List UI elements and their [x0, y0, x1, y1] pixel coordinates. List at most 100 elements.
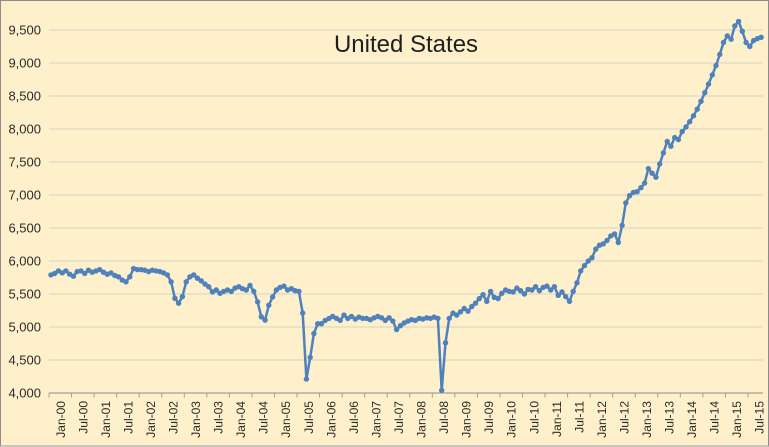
y-tick-label: 8,000 [8, 122, 41, 137]
x-tick-label: Jan-03 [189, 401, 203, 438]
data-point [164, 272, 171, 278]
data-point [683, 124, 689, 130]
y-tick-label: 5,500 [8, 287, 41, 302]
y-tick-label: 6,000 [8, 254, 41, 269]
data-point [536, 288, 543, 294]
data-point [63, 268, 69, 274]
data-point [397, 323, 404, 329]
y-tick-label: 4,000 [8, 386, 41, 401]
data-point [675, 136, 682, 143]
data-point [600, 241, 606, 247]
data-point [702, 90, 708, 96]
data-point [559, 289, 565, 295]
data-point [254, 299, 261, 305]
data-point [172, 295, 178, 301]
data-point [134, 266, 140, 273]
data-point [641, 180, 648, 186]
data-point [732, 23, 738, 29]
data-point [544, 283, 550, 289]
data-point [258, 314, 264, 320]
x-tick-label: Jul-09 [482, 401, 496, 434]
x-tick-label: Jul-01 [121, 401, 135, 434]
x-axis-ticks [48, 393, 749, 398]
data-point [303, 376, 310, 382]
x-tick-label: Jul-10 [527, 401, 541, 434]
y-tick-label: 9,000 [8, 56, 41, 71]
y-tick-label: 6,500 [8, 221, 41, 236]
data-point [593, 246, 599, 252]
x-tick-label: Jul-12 [617, 401, 631, 434]
data-point [698, 98, 704, 105]
x-tick-label: Jul-05 [302, 401, 316, 434]
data-point [269, 294, 276, 300]
data-point [457, 309, 464, 315]
data-point [262, 317, 268, 323]
x-tick-label: Jan-02 [144, 401, 158, 438]
data-point [709, 72, 715, 78]
data-point [487, 288, 494, 295]
data-point [664, 138, 670, 145]
x-tick-label: Jul-06 [347, 401, 361, 434]
data-point [529, 287, 535, 293]
x-tick-label: Jul-11 [572, 401, 586, 433]
data-point [566, 298, 573, 304]
data-point [717, 51, 723, 58]
data-point [604, 237, 610, 244]
x-tick-label: Jul-15 [753, 401, 767, 434]
x-tick-label: Jan-09 [460, 401, 474, 438]
x-tick-label: Jan-10 [505, 401, 519, 438]
data-point [645, 165, 652, 172]
data-point [296, 288, 302, 295]
data-point [108, 270, 114, 276]
data-point [735, 18, 742, 25]
data-point [341, 312, 347, 318]
x-tick-label: Jul-14 [708, 401, 722, 434]
data-point [281, 283, 287, 289]
x-tick-label: Jul-04 [257, 401, 271, 434]
data-point [589, 255, 595, 261]
data-point [521, 291, 528, 297]
data-point [454, 312, 460, 318]
x-tick-label: Jul-03 [212, 401, 226, 434]
data-point [694, 106, 700, 112]
x-tick-label: Jul-00 [76, 401, 90, 434]
x-tick-label: Jul-07 [392, 401, 406, 434]
y-tick-label: 8,500 [8, 89, 41, 104]
data-point [194, 275, 201, 281]
y-tick-label: 7,000 [8, 188, 41, 203]
data-point [548, 287, 554, 293]
data-point [532, 284, 539, 290]
series-line [49, 20, 763, 392]
data-point [555, 292, 561, 298]
data-point [266, 302, 272, 308]
x-axis-labels: Jan-00 Jul-00 Jan-01 Jul-01 Jan-02 Jul-02 Jan-… [54, 401, 767, 438]
data-point [348, 313, 355, 320]
data-point [300, 310, 306, 316]
data-point [634, 189, 640, 195]
data-point [97, 266, 103, 273]
data-point [578, 268, 584, 274]
data-point [739, 28, 745, 34]
data-point [179, 293, 186, 300]
gridlines [49, 29, 763, 361]
y-axis-labels: 4,000 4,500 5,000 5,500 6,000 6,500 7,000 7,500… [8, 23, 41, 401]
data-point [668, 143, 674, 149]
x-tick-label: Jul-08 [437, 401, 451, 434]
y-tick-label: 5,000 [8, 320, 41, 335]
data-point [570, 288, 576, 295]
data-point [495, 295, 501, 302]
data-point [713, 62, 719, 69]
data-point [183, 279, 189, 285]
x-tick-label: Jul-02 [167, 401, 181, 434]
data-point [551, 284, 558, 290]
data-point [247, 282, 253, 289]
data-point [517, 288, 524, 294]
data-point [51, 270, 58, 277]
data-point [311, 330, 317, 337]
data-point [191, 272, 197, 278]
data-point [480, 292, 486, 298]
data-point [585, 258, 591, 264]
data-point [574, 280, 580, 286]
